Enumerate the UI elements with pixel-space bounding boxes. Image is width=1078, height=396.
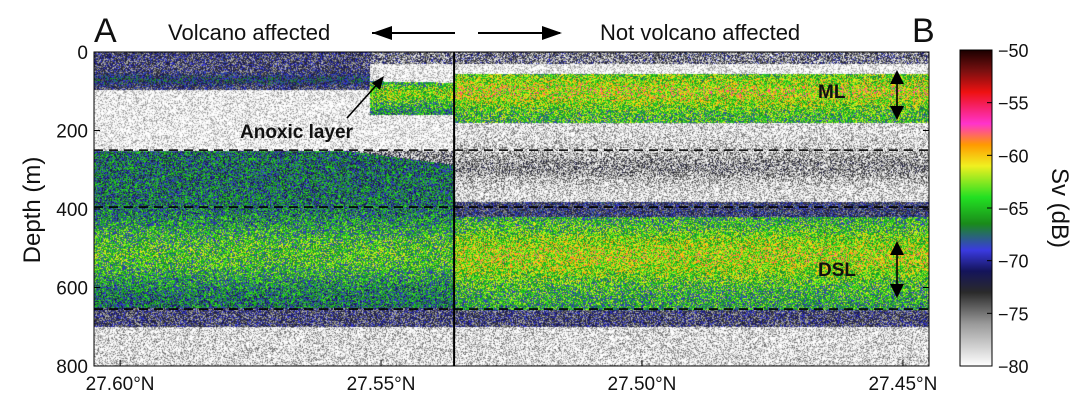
y-tick-label: 0 [77, 43, 88, 64]
header-left-arrow [372, 26, 455, 40]
colorbar [959, 49, 993, 367]
echogram-image [94, 52, 929, 366]
plot-area [93, 51, 930, 367]
panel-label-a: A [94, 12, 117, 50]
panel-label-b: B [912, 12, 935, 50]
colorbar-tick-label: −50 [998, 41, 1029, 61]
y-tick-label: 200 [56, 122, 88, 143]
anoxic-pointer-arrow [346, 76, 384, 119]
colorbar-tick-label: −75 [998, 304, 1029, 324]
colorbar-ticks: −50 −55 −60 −65 −70 −75 −80 [987, 41, 1029, 377]
x-tick-label: 27.60°N [86, 374, 155, 395]
header-right-arrow [478, 26, 562, 40]
colorbar-tick-label: −65 [998, 199, 1029, 219]
y-tick-label: 800 [56, 357, 88, 378]
colorbar-tick-label: −70 [998, 252, 1029, 272]
ml-extent-arrow [890, 70, 904, 120]
dashed-depth-lines [94, 149, 929, 310]
x-tick-label: 27.45°N [868, 374, 937, 395]
ml-label: ML [818, 82, 846, 103]
dsl-label: DSL [818, 260, 856, 281]
dsl-extent-arrow [890, 241, 904, 298]
colorbar-tick-label: −60 [998, 146, 1029, 166]
y-tick-label: 400 [56, 200, 88, 221]
x-tick-label: 27.50°N [608, 374, 677, 395]
x-tick-label: 27.55°N [347, 374, 416, 395]
header-left-label: Volcano affected [168, 20, 330, 45]
colorbar-label: Sv (dB) [1046, 168, 1073, 248]
y-axis-ticks: 0 200 400 600 800 [56, 43, 929, 378]
y-axis-label: Depth (m) [19, 157, 46, 264]
header-right-label: Not volcano affected [600, 20, 800, 45]
x-axis-ticks: 27.60°N 27.55°N 27.50°N 27.45°N [86, 360, 937, 395]
colorbar-tick-label: −80 [998, 357, 1029, 377]
colorbar-tick-label: −55 [998, 94, 1029, 114]
y-tick-label: 600 [56, 279, 88, 300]
anoxic-layer-label: Anoxic layer [240, 122, 354, 143]
